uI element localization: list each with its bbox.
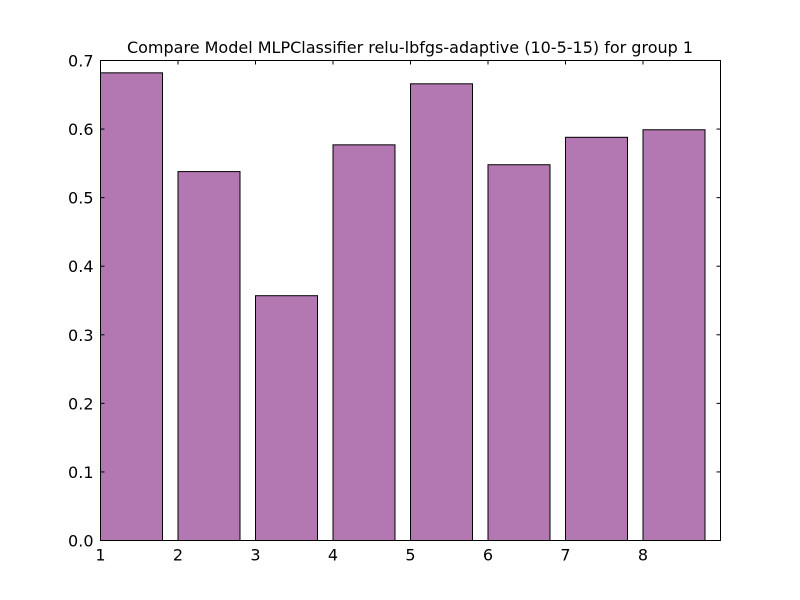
bar-4	[332, 144, 396, 541]
ytick-label-0.6: 0.6	[68, 120, 93, 139]
ytick-label-0.2: 0.2	[68, 394, 93, 413]
bar-3	[255, 295, 318, 542]
ytick-label-0.1: 0.1	[68, 463, 93, 482]
tick-labels-group: 0.0 0.1 0.2 0.3 0.4 0.5 0.6 0.7 1 2 3 4 5 6 7 8	[68, 52, 648, 565]
xtick-label-4: 4	[328, 546, 338, 565]
bar-6	[487, 164, 551, 541]
ytick-label-0.5: 0.5	[68, 189, 93, 208]
chart-title: Compare Model MLPClassifier relu-lbfgs-a…	[127, 38, 693, 57]
bar-2	[177, 171, 241, 541]
bars-group	[100, 72, 706, 542]
xtick-label-7: 7	[560, 546, 570, 565]
bar-8	[642, 129, 706, 541]
bar-5	[410, 83, 473, 541]
xtick-label-2: 2	[173, 546, 183, 565]
ytick-label-0.4: 0.4	[68, 257, 93, 276]
bar-1	[100, 72, 163, 541]
xtick-label-1: 1	[95, 546, 105, 565]
ytick-label-0.7: 0.7	[68, 52, 93, 71]
ytick-label-0.0: 0.0	[68, 532, 93, 551]
xtick-label-3: 3	[250, 546, 260, 565]
xtick-label-8: 8	[638, 546, 648, 565]
ytick-label-0.3: 0.3	[68, 326, 93, 345]
plot-area-frame	[100, 60, 721, 541]
xtick-label-5: 5	[405, 546, 415, 565]
xtick-label-6: 6	[483, 546, 493, 565]
bar-7	[565, 136, 628, 542]
